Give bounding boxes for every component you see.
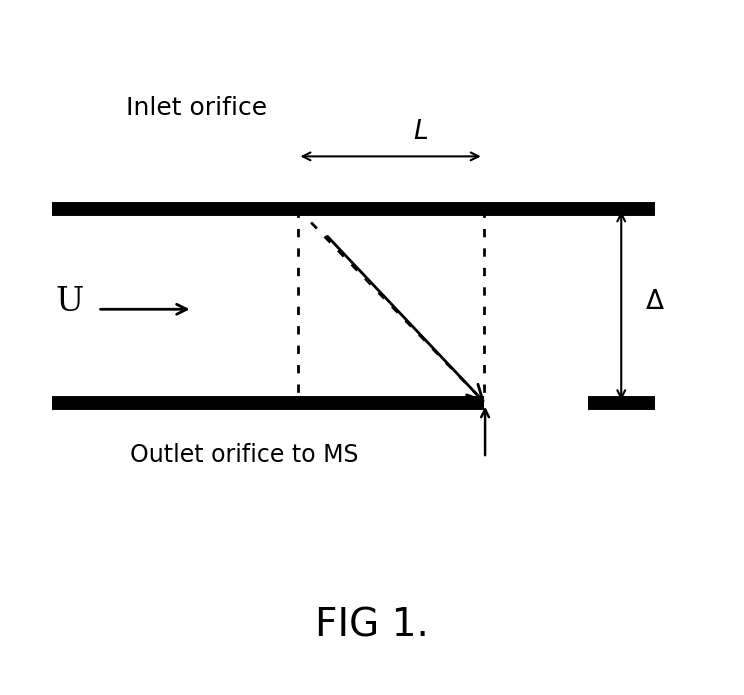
Text: Inlet orifice: Inlet orifice [126,96,268,120]
Text: FIG 1.: FIG 1. [315,607,429,644]
Text: Outlet orifice to MS: Outlet orifice to MS [130,443,359,467]
Text: Δ: Δ [646,289,664,316]
Text: L: L [413,119,428,145]
Text: U: U [56,286,84,318]
